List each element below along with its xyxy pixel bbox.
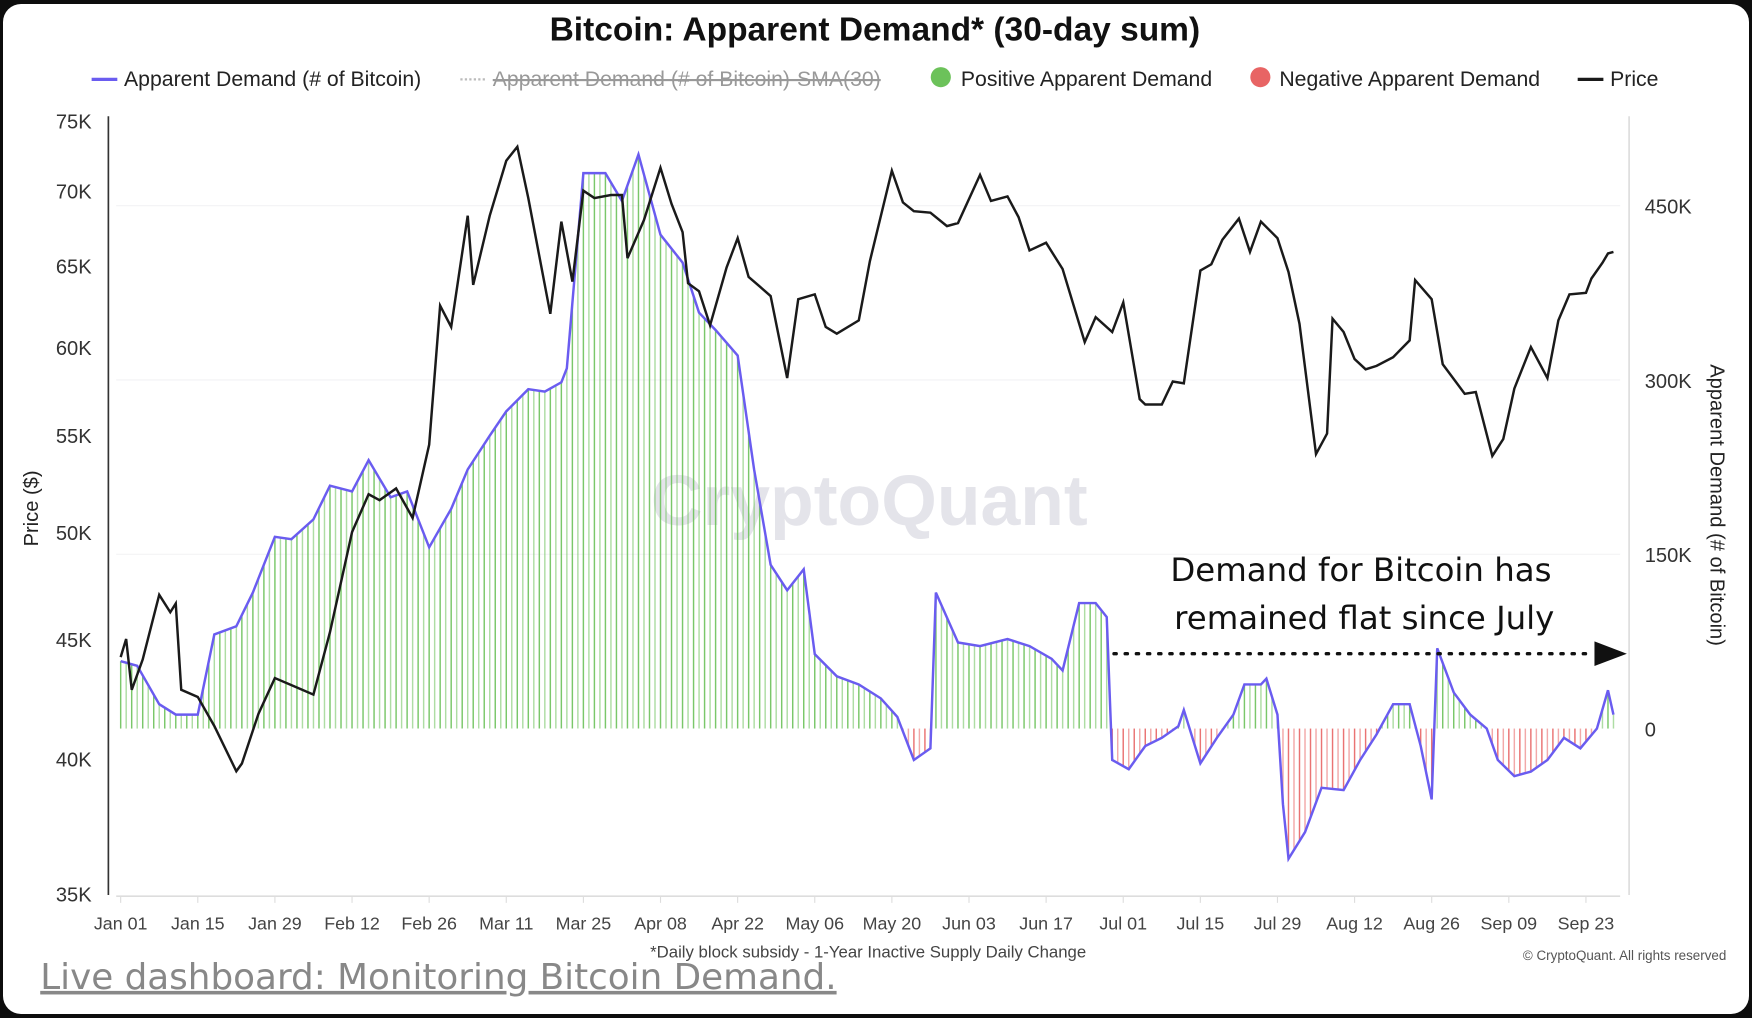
left-tick-label: 45K [56,630,92,652]
x-tick-label: Jun 17 [1019,914,1073,934]
annotation-line-1: Demand for Bitcoin has [1170,551,1551,589]
chart-svg: Bitcoin: Apparent Demand* (30-day sum) A… [21,11,1728,998]
x-tick-label: Apr 08 [634,914,687,934]
left-tick-label: 65K [56,257,92,279]
chart-card: Bitcoin: Apparent Demand* (30-day sum) A… [3,4,1749,1014]
legend-item-apparent-demand[interactable]: Apparent Demand (# of Bitcoin) [91,68,422,91]
x-tick-label: Feb 12 [324,914,380,934]
left-axis-ticks: 35K 40K 45K 50K 55K 60K 65K 70K 75K [56,112,92,907]
left-tick-label: 50K [56,523,92,545]
x-axis-ticks: Jan 01 Jan 15 Jan 29 Feb 12 Feb 26 Mar 11 Mar … [94,896,1614,934]
copyright: © CryptoQuant. All rights reserved [1523,948,1726,963]
legend-label: Positive Apparent Demand [961,68,1212,91]
x-tick-label: Feb 26 [401,914,457,934]
demand-bars [119,154,1615,859]
right-tick-label: 150K [1645,545,1693,567]
apparent-demand-line [120,150,1615,863]
x-tick-label: Jun 03 [942,914,996,934]
x-tick-label: Jul 01 [1099,914,1147,934]
left-tick-label: 55K [56,426,92,448]
x-tick-label: Sep 09 [1481,914,1538,934]
right-axis-label: Apparent Demand (# of Bitcoin) [1706,364,1728,646]
annotation: Demand for Bitcoin has remained flat sin… [1112,551,1627,666]
x-tick-label: Apr 22 [711,914,764,934]
x-tick-label: Jan 15 [171,914,225,934]
right-axis-ticks: 0 150K 300K 450K [1645,196,1693,741]
x-tick-label: May 20 [863,914,922,934]
chart-title: Bitcoin: Apparent Demand* (30-day sum) [550,11,1201,48]
left-tick-label: 70K [56,182,92,204]
legend-label: Apparent Demand (# of Bitcoin)-SMA(30) [493,68,881,91]
left-tick-label: 75K [56,112,92,134]
legend-item-sma[interactable]: Apparent Demand (# of Bitcoin)-SMA(30) [460,68,881,91]
left-tick-label: 60K [56,338,92,360]
x-tick-label: Aug 12 [1326,914,1383,934]
dashboard-link[interactable]: Live dashboard: Monitoring Bitcoin Deman… [40,957,836,998]
x-tick-label: May 06 [785,914,844,934]
annotation-line-2: remained flat since July [1174,599,1554,637]
right-tick-label: 450K [1645,196,1693,218]
footnote: *Daily block subsidy - 1-Year Inactive S… [650,943,1086,962]
legend-label: Price [1610,68,1658,91]
legend-dot-icon [1250,67,1271,88]
x-tick-label: Sep 23 [1558,914,1615,934]
legend-dot-icon [930,67,951,88]
gridlines [116,205,1621,555]
x-tick-label: Mar 25 [556,914,612,934]
x-tick-label: Jul 29 [1254,914,1302,934]
x-tick-label: Jan 29 [248,914,302,934]
arrow-right-icon [1594,641,1627,666]
x-tick-label: Jul 15 [1177,914,1225,934]
right-tick-label: 0 [1645,719,1656,741]
right-tick-label: 300K [1645,371,1693,393]
legend-item-positive[interactable]: Positive Apparent Demand [930,67,1212,91]
legend: Apparent Demand (# of Bitcoin) Apparent … [91,67,1659,91]
legend-item-negative[interactable]: Negative Apparent Demand [1250,67,1540,91]
x-tick-label: Jan 01 [94,914,148,934]
x-tick-label: Aug 26 [1403,914,1460,934]
left-tick-label: 35K [56,885,92,907]
price-line [119,143,1614,774]
left-tick-label: 40K [56,749,92,771]
legend-label: Negative Apparent Demand [1279,68,1540,91]
legend-item-price[interactable]: Price [1577,68,1659,91]
left-axis-label: Price ($) [21,470,43,546]
watermark: CryptoQuant [651,461,1088,541]
legend-label: Apparent Demand (# of Bitcoin) [124,68,421,91]
x-tick-label: Mar 11 [479,914,533,934]
